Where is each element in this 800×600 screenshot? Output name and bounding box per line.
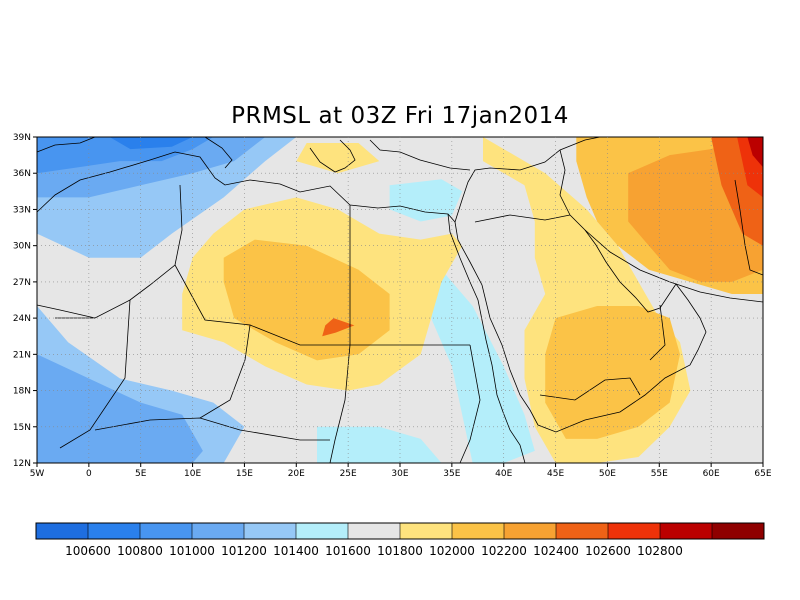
y-tick-label: 33N	[13, 205, 31, 215]
y-tick-label: 24N	[13, 314, 31, 324]
colorbar-label: 101200	[221, 544, 267, 558]
colorbar-label: 100800	[117, 544, 163, 558]
colorbar-label: 102200	[481, 544, 527, 558]
x-tick-label: 65E	[754, 469, 771, 479]
x-tick-label: 55E	[651, 469, 668, 479]
contour-region-5	[109, 137, 193, 150]
colorbar-swatch	[244, 523, 297, 539]
border-morocco	[36, 304, 96, 319]
colorbar-label: 102400	[533, 544, 579, 558]
y-tick-label: 12N	[13, 459, 31, 469]
graticule	[37, 137, 763, 463]
map-title: PRMSL at 03Z Fri 17jan2014	[231, 103, 569, 129]
contour-region-18	[747, 137, 763, 168]
border-mali	[59, 299, 131, 449]
colorbar-swatch	[400, 523, 453, 539]
x-tick-label: 60E	[703, 469, 720, 479]
colorbar-swatch	[192, 523, 245, 539]
coastline-italy	[204, 136, 233, 169]
x-tick-label: 50E	[599, 469, 616, 479]
border-arabia-yemen	[539, 377, 641, 401]
colorbar-swatch	[712, 523, 765, 539]
y-tick-label: 27N	[13, 278, 31, 288]
y-tick-label: 18N	[13, 387, 31, 397]
colorbar-label: 101400	[273, 544, 319, 558]
colorbar-swatch	[88, 523, 141, 539]
coastline-iberia	[36, 136, 96, 153]
coastline-red-sea-east	[454, 214, 707, 433]
x-tick-label: 5W	[30, 469, 45, 479]
contour-region-1	[37, 354, 203, 463]
colorbar: 100600 100800 101000 101200 101400 101600 1018…	[35, 522, 765, 558]
colorbar-label: 101800	[377, 544, 423, 558]
contour-region-10	[296, 143, 380, 174]
border-chad-sudan	[329, 344, 351, 464]
x-tick-label: 25E	[340, 469, 357, 479]
colorbar-label: 102000	[429, 544, 475, 558]
x-tick-label: 10E	[184, 469, 201, 479]
border-libya-chad	[249, 324, 350, 346]
colorbar-swatch	[296, 523, 349, 539]
colorbar-swatch	[348, 523, 401, 539]
border-iraq-iran	[559, 149, 571, 216]
border-sudan-ethiopia	[459, 344, 481, 464]
x-tick-label: 35E	[443, 469, 460, 479]
colorbar-label: 102600	[585, 544, 631, 558]
x-tick-label: 45E	[547, 469, 564, 479]
contour-region-19	[322, 318, 355, 337]
x-tick-label: 5E	[135, 469, 147, 479]
colorbar-swatch	[452, 523, 505, 539]
coastline-levant	[454, 136, 601, 223]
y-tick-label: 36N	[13, 169, 31, 179]
colorbar-swatch	[504, 523, 557, 539]
contour-region-13	[545, 306, 680, 439]
border-iran-east	[734, 179, 764, 276]
axis-ticks: 5W 0 5E 10E 15E 20E 25E 30E 35E 40E 45E 50E 55E 60E 65…	[13, 133, 772, 479]
colorbar-swatch	[608, 523, 661, 539]
x-tick-label: 15E	[236, 469, 253, 479]
x-tick-label: 40E	[495, 469, 512, 479]
y-tick-label: 15N	[13, 423, 31, 433]
x-tick-label: 30E	[391, 469, 408, 479]
contour-region-6	[389, 179, 463, 222]
coastline-turkey	[369, 139, 471, 171]
colorbar-label: 101000	[169, 544, 215, 558]
colorbar-label: 101600	[325, 544, 371, 558]
y-tick-label: 21N	[13, 350, 31, 360]
colorbar-swatch	[660, 523, 713, 539]
x-tick-label: 20E	[288, 469, 305, 479]
border-niger	[174, 264, 251, 419]
border-arabia-north	[474, 214, 571, 223]
coastline-greece	[309, 139, 356, 173]
colorbar-label: 100600	[65, 544, 111, 558]
coastline-red-sea-west	[447, 213, 526, 464]
colorbar-swatch	[36, 523, 89, 539]
x-tick-label: 0	[86, 469, 92, 479]
colorbar-label: 102800	[637, 544, 683, 558]
colorbar-swatch	[140, 523, 193, 539]
colorbar-swatch	[556, 523, 609, 539]
y-tick-label: 30N	[13, 242, 31, 252]
y-tick-label: 39N	[13, 133, 31, 143]
